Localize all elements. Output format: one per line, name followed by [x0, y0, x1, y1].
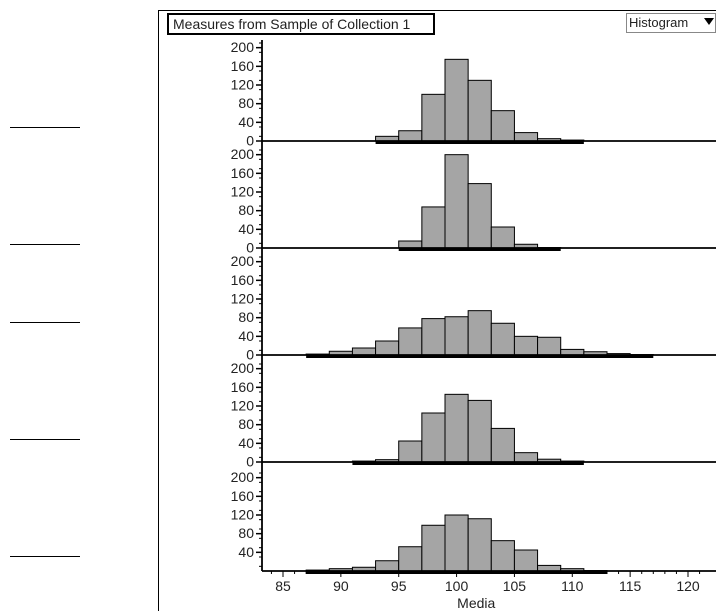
x-tick-label-95: 95: [391, 578, 407, 594]
histogram-bar-p3-10: [513, 335, 539, 356]
y-tick-label-p4-200: 200: [231, 360, 255, 376]
y-tick-label-p4-0: 0: [246, 454, 254, 470]
histogram-bar-p2-1: [398, 240, 423, 249]
x-tick-label-120: 120: [676, 578, 700, 594]
x-tick-label-100: 100: [445, 578, 469, 594]
histogram-bar-p1-7: [513, 132, 539, 142]
y-tick-label-p1-160: 160: [231, 58, 255, 74]
y-tick-label-p5-40: 40: [238, 544, 254, 560]
y-tick-label-p3-120: 120: [231, 291, 255, 307]
histogram-bar-p4-6: [467, 399, 492, 463]
answer-blank-2[interactable]: [10, 244, 80, 245]
y-tick-label-p4-160: 160: [231, 379, 255, 395]
y-tick-label-p5-120: 120: [231, 507, 255, 523]
y-tick-label-p1-80: 80: [238, 95, 254, 111]
y-tick-label-p2-120: 120: [231, 184, 255, 200]
y-tick-label-p1-40: 40: [238, 114, 254, 130]
y-tick-label-p3-160: 160: [231, 272, 255, 288]
y-tick-label-p3-200: 200: [231, 253, 255, 269]
y-tick-label-p2-200: 200: [231, 146, 255, 162]
y-tick-label-p2-0: 0: [246, 240, 254, 256]
answer-blank-5[interactable]: [10, 556, 80, 557]
plot-frame: [158, 10, 716, 611]
histogram-bar-p4-5: [444, 393, 469, 463]
histogram-bar-p4-8: [513, 452, 539, 463]
histogram-bar-p1-3: [421, 93, 446, 142]
histogram-bar-p1-4: [444, 58, 469, 142]
plot-type-menu[interactable]: Histogram: [626, 13, 716, 33]
y-tick-label-p4-120: 120: [231, 398, 255, 414]
histogram-bar-p3-7: [444, 316, 469, 356]
y-tick-label-p4-40: 40: [238, 435, 254, 451]
histogram-bar-p4-4: [421, 412, 446, 463]
x-tick-label-85: 85: [275, 578, 291, 594]
histogram-bar-p4-3: [398, 440, 423, 463]
histogram-bar-p2-2: [421, 206, 446, 249]
histogram-bar-p5-9: [490, 540, 515, 572]
histogram-bar-p2-4: [467, 183, 492, 249]
chart-title: Measures from Sample of Collection 1: [167, 13, 435, 35]
histogram-bar-p3-6: [421, 318, 446, 356]
histogram-bar-p3-5: [398, 327, 423, 356]
x-tick-label-110: 110: [561, 578, 584, 594]
x-axis-label: Media: [457, 595, 495, 611]
histogram-bar-p4-7: [490, 427, 515, 463]
x-tick-label-105: 105: [503, 578, 527, 594]
x-tick-label-90: 90: [333, 578, 349, 594]
histogram-bar-p3-4: [375, 340, 400, 356]
histogram-bar-p1-5: [467, 79, 492, 142]
chevron-down-icon: [704, 18, 714, 25]
y-tick-label-p3-0: 0: [246, 347, 254, 363]
histogram-bar-p3-3: [351, 347, 377, 356]
y-tick-label-p3-80: 80: [238, 309, 254, 325]
y-tick-label-p2-160: 160: [231, 165, 255, 181]
y-tick-label-p5-80: 80: [238, 525, 254, 541]
y-tick-label-p5-160: 160: [231, 488, 255, 504]
histogram-bar-p5-5: [398, 546, 423, 572]
answer-blank-3[interactable]: [10, 322, 80, 323]
x-tick-label-115: 115: [619, 578, 642, 594]
histogram-bar-p5-8: [467, 518, 492, 572]
answer-blank-1[interactable]: [10, 127, 80, 128]
histogram-bar-p3-11: [537, 336, 562, 356]
y-tick-label-p1-120: 120: [231, 77, 255, 93]
y-tick-label-p5-200: 200: [231, 469, 255, 485]
y-tick-label-p3-40: 40: [238, 328, 254, 344]
histogram-bar-p3-8: [467, 310, 492, 356]
histogram-bar-p5-7: [444, 514, 469, 572]
y-tick-label-p1-200: 200: [231, 39, 255, 55]
plot-type-menu-label: Histogram: [629, 15, 689, 30]
histogram-bar-p1-6: [490, 110, 515, 142]
y-tick-label-p1-0: 0: [246, 133, 254, 149]
y-tick-label-p2-40: 40: [238, 221, 254, 237]
histogram-bar-p5-4: [375, 560, 400, 572]
histogram-bar-p5-6: [421, 524, 446, 572]
y-tick-label-p2-80: 80: [238, 202, 254, 218]
histogram-bar-p2-5: [490, 226, 515, 249]
y-tick-label-p4-80: 80: [238, 416, 254, 432]
answer-blank-4[interactable]: [10, 439, 80, 440]
histogram-bar-p5-10: [513, 549, 539, 572]
histogram-bar-p2-3: [444, 154, 469, 249]
histogram-bar-p3-9: [490, 322, 515, 356]
histogram-bar-p1-2: [398, 130, 423, 142]
